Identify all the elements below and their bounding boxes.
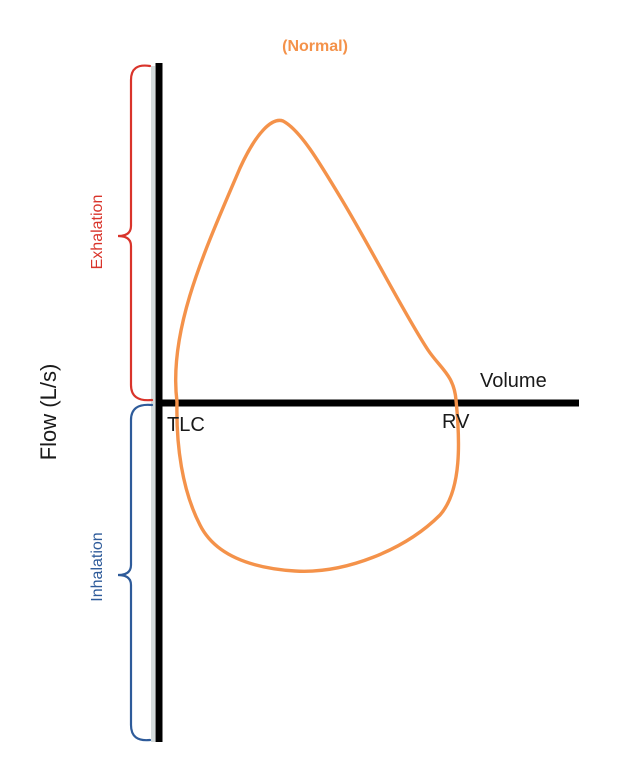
flow-volume-loop: [173, 118, 461, 573]
inhalation-label: Inhalation: [89, 532, 106, 601]
exhalation-label: Exhalation: [89, 195, 106, 270]
inhalation-bracket: [117, 403, 154, 742]
rv-label: RV: [442, 411, 470, 433]
diagram-title: (Normal): [282, 38, 348, 55]
x-axis-label: Volume: [480, 370, 547, 392]
exhalation-bracket: [117, 64, 154, 402]
tlc-label: TLC: [167, 414, 205, 436]
y-axis-label: Flow (L/s): [36, 364, 61, 461]
